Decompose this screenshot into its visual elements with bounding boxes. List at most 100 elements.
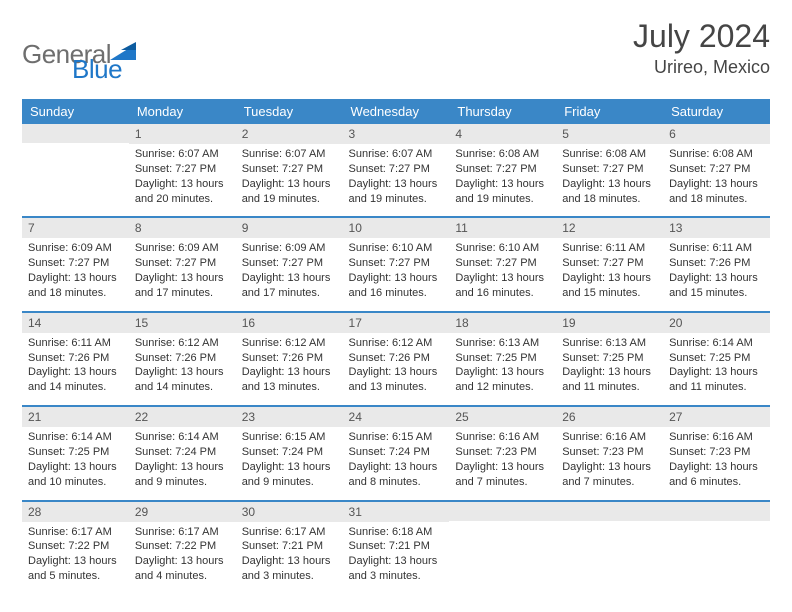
- day-number: 22: [129, 407, 236, 427]
- sunset-text: Sunset: 7:26 PM: [28, 351, 123, 366]
- day-number: 1: [129, 124, 236, 144]
- calendar-day-cell: 19Sunrise: 6:13 AMSunset: 7:25 PMDayligh…: [556, 312, 663, 406]
- sunset-text: Sunset: 7:23 PM: [562, 445, 657, 460]
- day-content: Sunrise: 6:09 AMSunset: 7:27 PMDaylight:…: [129, 238, 236, 310]
- day-number: 4: [449, 124, 556, 144]
- sunrise-text: Sunrise: 6:07 AM: [349, 147, 444, 162]
- calendar-day-cell: 27Sunrise: 6:16 AMSunset: 7:23 PMDayligh…: [663, 406, 770, 500]
- daylight-text: Daylight: 13 hours and 4 minutes.: [135, 554, 230, 584]
- day-content: Sunrise: 6:07 AMSunset: 7:27 PMDaylight:…: [343, 144, 450, 216]
- sunset-text: Sunset: 7:24 PM: [135, 445, 230, 460]
- calendar-day-cell: 7Sunrise: 6:09 AMSunset: 7:27 PMDaylight…: [22, 217, 129, 311]
- sunrise-text: Sunrise: 6:17 AM: [28, 525, 123, 540]
- calendar-day-cell: 25Sunrise: 6:16 AMSunset: 7:23 PMDayligh…: [449, 406, 556, 500]
- daylight-text: Daylight: 13 hours and 13 minutes.: [349, 365, 444, 395]
- sunrise-text: Sunrise: 6:09 AM: [135, 241, 230, 256]
- daylight-text: Daylight: 13 hours and 15 minutes.: [669, 271, 764, 301]
- day-number: 29: [129, 502, 236, 522]
- sunrise-text: Sunrise: 6:09 AM: [28, 241, 123, 256]
- day-number: 26: [556, 407, 663, 427]
- day-content: Sunrise: 6:12 AMSunset: 7:26 PMDaylight:…: [343, 333, 450, 405]
- day-number: 7: [22, 218, 129, 238]
- day-content: Sunrise: 6:16 AMSunset: 7:23 PMDaylight:…: [556, 427, 663, 499]
- calendar-day-cell: 23Sunrise: 6:15 AMSunset: 7:24 PMDayligh…: [236, 406, 343, 500]
- day-content: Sunrise: 6:16 AMSunset: 7:23 PMDaylight:…: [663, 427, 770, 499]
- daylight-text: Daylight: 13 hours and 11 minutes.: [669, 365, 764, 395]
- calendar-week-row: 28Sunrise: 6:17 AMSunset: 7:22 PMDayligh…: [22, 501, 770, 594]
- calendar-week-row: 7Sunrise: 6:09 AMSunset: 7:27 PMDaylight…: [22, 217, 770, 311]
- day-number: 23: [236, 407, 343, 427]
- logo: General Blue: [22, 18, 122, 85]
- calendar-day-cell: 29Sunrise: 6:17 AMSunset: 7:22 PMDayligh…: [129, 501, 236, 594]
- weekday-header: Saturday: [663, 99, 770, 124]
- day-content: Sunrise: 6:11 AMSunset: 7:26 PMDaylight:…: [663, 238, 770, 310]
- sunrise-text: Sunrise: 6:15 AM: [349, 430, 444, 445]
- daylight-text: Daylight: 13 hours and 5 minutes.: [28, 554, 123, 584]
- location: Urireo, Mexico: [633, 57, 770, 78]
- calendar-day-cell: 26Sunrise: 6:16 AMSunset: 7:23 PMDayligh…: [556, 406, 663, 500]
- daylight-text: Daylight: 13 hours and 7 minutes.: [455, 460, 550, 490]
- day-number: 15: [129, 313, 236, 333]
- sunset-text: Sunset: 7:27 PM: [455, 162, 550, 177]
- daylight-text: Daylight: 13 hours and 13 minutes.: [242, 365, 337, 395]
- sunrise-text: Sunrise: 6:12 AM: [242, 336, 337, 351]
- day-number: 30: [236, 502, 343, 522]
- calendar-day-cell: [663, 501, 770, 594]
- sunrise-text: Sunrise: 6:11 AM: [669, 241, 764, 256]
- calendar-day-cell: 18Sunrise: 6:13 AMSunset: 7:25 PMDayligh…: [449, 312, 556, 406]
- day-content: Sunrise: 6:14 AMSunset: 7:24 PMDaylight:…: [129, 427, 236, 499]
- sunset-text: Sunset: 7:25 PM: [455, 351, 550, 366]
- logo-word-blue: Blue: [72, 54, 122, 85]
- sunrise-text: Sunrise: 6:14 AM: [669, 336, 764, 351]
- day-number: 5: [556, 124, 663, 144]
- calendar-day-cell: 22Sunrise: 6:14 AMSunset: 7:24 PMDayligh…: [129, 406, 236, 500]
- sunrise-text: Sunrise: 6:17 AM: [135, 525, 230, 540]
- daylight-text: Daylight: 13 hours and 9 minutes.: [242, 460, 337, 490]
- sunrise-text: Sunrise: 6:10 AM: [455, 241, 550, 256]
- sunset-text: Sunset: 7:26 PM: [669, 256, 764, 271]
- sunset-text: Sunset: 7:21 PM: [349, 539, 444, 554]
- weekday-header: Wednesday: [343, 99, 450, 124]
- daylight-text: Daylight: 13 hours and 18 minutes.: [28, 271, 123, 301]
- daylight-text: Daylight: 13 hours and 15 minutes.: [562, 271, 657, 301]
- day-content: Sunrise: 6:13 AMSunset: 7:25 PMDaylight:…: [449, 333, 556, 405]
- daylight-text: Daylight: 13 hours and 12 minutes.: [455, 365, 550, 395]
- calendar-day-cell: 2Sunrise: 6:07 AMSunset: 7:27 PMDaylight…: [236, 124, 343, 217]
- day-content: Sunrise: 6:14 AMSunset: 7:25 PMDaylight:…: [22, 427, 129, 499]
- daylight-text: Daylight: 13 hours and 11 minutes.: [562, 365, 657, 395]
- day-content: Sunrise: 6:08 AMSunset: 7:27 PMDaylight:…: [449, 144, 556, 216]
- day-content: Sunrise: 6:07 AMSunset: 7:27 PMDaylight:…: [129, 144, 236, 216]
- sunrise-text: Sunrise: 6:15 AM: [242, 430, 337, 445]
- daylight-text: Daylight: 13 hours and 20 minutes.: [135, 177, 230, 207]
- sunset-text: Sunset: 7:25 PM: [28, 445, 123, 460]
- daylight-text: Daylight: 13 hours and 7 minutes.: [562, 460, 657, 490]
- day-content: Sunrise: 6:18 AMSunset: 7:21 PMDaylight:…: [343, 522, 450, 594]
- calendar-day-cell: 17Sunrise: 6:12 AMSunset: 7:26 PMDayligh…: [343, 312, 450, 406]
- sunrise-text: Sunrise: 6:18 AM: [349, 525, 444, 540]
- calendar-day-cell: 21Sunrise: 6:14 AMSunset: 7:25 PMDayligh…: [22, 406, 129, 500]
- sunrise-text: Sunrise: 6:13 AM: [562, 336, 657, 351]
- sunrise-text: Sunrise: 6:07 AM: [135, 147, 230, 162]
- calendar-header-row: Sunday Monday Tuesday Wednesday Thursday…: [22, 99, 770, 124]
- calendar-week-row: 1Sunrise: 6:07 AMSunset: 7:27 PMDaylight…: [22, 124, 770, 217]
- sunset-text: Sunset: 7:27 PM: [455, 256, 550, 271]
- sunset-text: Sunset: 7:27 PM: [562, 162, 657, 177]
- daylight-text: Daylight: 13 hours and 19 minutes.: [349, 177, 444, 207]
- weekday-header: Thursday: [449, 99, 556, 124]
- sunset-text: Sunset: 7:25 PM: [562, 351, 657, 366]
- calendar-day-cell: 12Sunrise: 6:11 AMSunset: 7:27 PMDayligh…: [556, 217, 663, 311]
- weekday-header: Sunday: [22, 99, 129, 124]
- calendar-table: Sunday Monday Tuesday Wednesday Thursday…: [22, 99, 770, 594]
- calendar-day-cell: 11Sunrise: 6:10 AMSunset: 7:27 PMDayligh…: [449, 217, 556, 311]
- day-number: 17: [343, 313, 450, 333]
- sunrise-text: Sunrise: 6:12 AM: [349, 336, 444, 351]
- calendar-day-cell: 3Sunrise: 6:07 AMSunset: 7:27 PMDaylight…: [343, 124, 450, 217]
- calendar-day-cell: 9Sunrise: 6:09 AMSunset: 7:27 PMDaylight…: [236, 217, 343, 311]
- day-content: Sunrise: 6:17 AMSunset: 7:21 PMDaylight:…: [236, 522, 343, 594]
- day-number: 21: [22, 407, 129, 427]
- day-number: [556, 502, 663, 521]
- day-number: 10: [343, 218, 450, 238]
- sunset-text: Sunset: 7:27 PM: [242, 162, 337, 177]
- day-content: Sunrise: 6:12 AMSunset: 7:26 PMDaylight:…: [129, 333, 236, 405]
- day-number: 3: [343, 124, 450, 144]
